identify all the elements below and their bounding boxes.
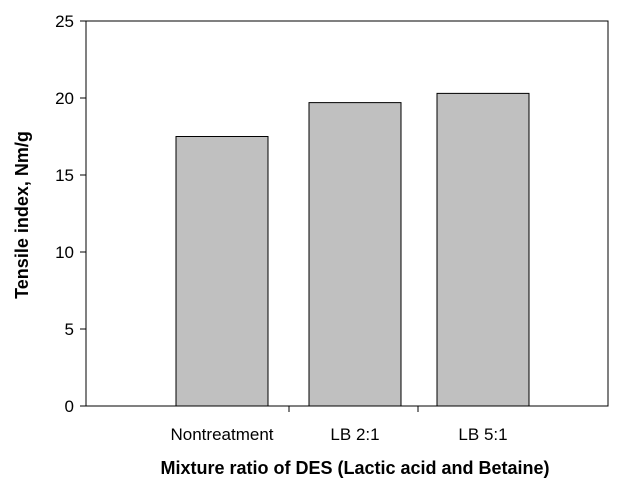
ticks-layer: 0 5 10 15 20 25 Nontreatment LB 2:1 LB 5:1 xyxy=(55,12,508,444)
x-tick-label: LB 2:1 xyxy=(330,425,379,444)
y-tick-label: 15 xyxy=(55,166,74,185)
y-tick-label: 25 xyxy=(55,12,74,31)
x-axis-title: Mixture ratio of DES (Lactic acid and Be… xyxy=(160,458,549,478)
plot-frame xyxy=(85,20,609,407)
bar-lb-5-1 xyxy=(436,92,530,407)
y-tick-label: 0 xyxy=(65,397,74,416)
y-tick-label: 20 xyxy=(55,89,74,108)
y-axis-title: Tensile index, Nm/g xyxy=(12,131,32,299)
bar-nontreatment xyxy=(175,136,269,407)
y-tick-label: 10 xyxy=(55,243,74,262)
x-tick-label: Nontreatment xyxy=(171,425,274,444)
y-tick-label: 5 xyxy=(65,320,74,339)
bars-layer xyxy=(175,92,530,407)
x-tick-label: LB 5:1 xyxy=(458,425,507,444)
bar-lb-2-1 xyxy=(308,102,402,407)
axes-layer xyxy=(85,20,609,407)
